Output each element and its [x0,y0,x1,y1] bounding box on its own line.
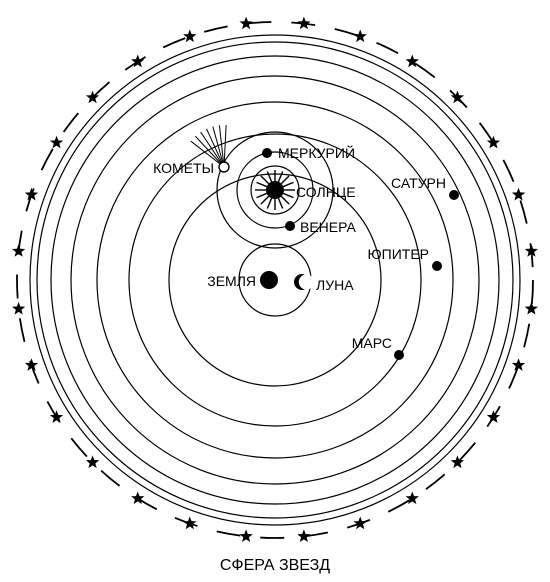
saturn-label: САТУРН [391,175,446,191]
mercury-label: МЕРКУРИЙ [278,144,355,161]
earth-label: ЗЕМЛЯ [207,273,256,289]
background [0,0,550,582]
moon-label: ЛУНА [316,277,354,293]
earth-icon [260,271,278,289]
sun-icon [266,181,284,199]
mars-icon [394,350,404,360]
moon-mask [299,274,314,289]
venus-label: ВЕНЕРА [300,219,357,235]
sun-label: СОЛНЦЕ [296,184,356,200]
venus-icon [285,221,295,231]
mars-label: МАРС [352,335,392,351]
comet-label: КОМЕТЫ [153,160,214,176]
mercury-icon [262,148,272,158]
saturn-icon [449,190,459,200]
sphere-of-stars-label: СФЕРА ЗВЕЗД [220,557,330,574]
jupiter-label: ЮПИТЕР [368,246,430,262]
jupiter-icon [432,261,442,271]
comet-icon [219,162,229,172]
tychonic-diagram: ЗЕМЛЯ ЛУНА СОЛНЦЕ МЕРКУРИЙ ВЕНЕРА МАРС ЮПИТЕР С… [0,0,550,582]
earth-group: ЗЕМЛЯ [207,271,278,289]
